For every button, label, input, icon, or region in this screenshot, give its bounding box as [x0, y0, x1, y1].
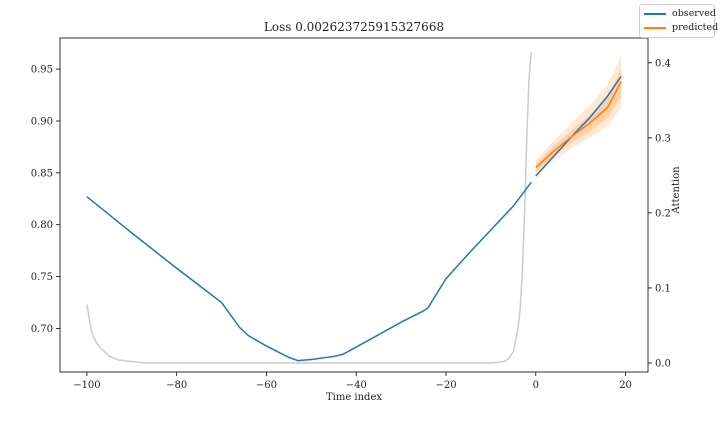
predicted-band-inner [535, 69, 622, 172]
x-tick-label: −60 [256, 380, 277, 391]
chart-title: Loss 0.002623725915327668 [264, 20, 444, 34]
y-tick-label: 0.75 [31, 272, 53, 283]
x-tick-label: −80 [166, 380, 187, 391]
x-axis-label: Time index [326, 392, 382, 403]
y-tick-label: 0.95 [31, 65, 53, 76]
x-tick-label: −100 [73, 380, 100, 391]
y2-tick-label: 0.4 [655, 58, 671, 69]
legend: observed predicted [639, 4, 718, 38]
y-tick-label: 0.70 [31, 324, 53, 335]
y2-tick-label: 0.1 [655, 283, 671, 294]
y-tick-label: 0.85 [31, 168, 53, 179]
legend-item-observed: observed [644, 7, 716, 20]
x-tick-label: −40 [346, 380, 367, 391]
legend-swatch-observed [644, 12, 666, 15]
y-tick-label: 0.90 [31, 116, 53, 127]
predicted-band-outer [535, 56, 622, 175]
x-tick-label: 0 [533, 380, 539, 391]
y2-tick-label: 0.3 [655, 133, 671, 144]
legend-swatch-predicted [644, 26, 666, 29]
x-tick-label: 20 [619, 380, 632, 391]
series-line-predicted-2 [535, 81, 622, 169]
legend-label-predicted: predicted [672, 22, 719, 33]
legend-label-observed: observed [672, 8, 716, 19]
attention-line [86, 51, 533, 364]
x-tick-label: −20 [435, 380, 456, 391]
y-tick-label: 0.80 [31, 220, 53, 231]
series-line-observed-0 [86, 181, 532, 362]
y2-axis-label: Attention [671, 166, 682, 215]
legend-item-predicted: predicted [644, 21, 718, 34]
plot-frame [59, 37, 649, 373]
y2-tick-label: 0.2 [655, 208, 671, 219]
series-line-observed-1 [535, 75, 622, 177]
y2-tick-label: 0.0 [655, 358, 671, 369]
